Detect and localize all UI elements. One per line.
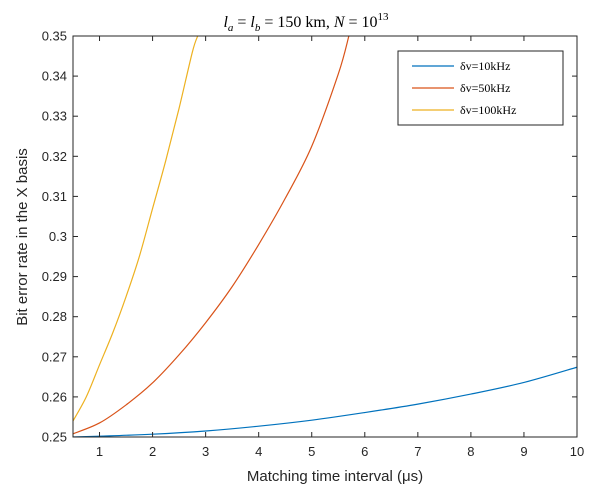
x-tick-label: 9 <box>520 444 527 459</box>
series-line-2 <box>73 36 350 435</box>
x-tick-label: 3 <box>202 444 209 459</box>
legend: δv=10kHz δv=50kHz δv=100kHz <box>397 50 564 126</box>
series-layer <box>73 36 577 437</box>
ticks-layer: 1 2 3 4 5 6 7 8 9 10 0.25 0.26 0.27 0.28 0.29 0.3 0.31 0.… <box>42 29 585 460</box>
y-tick-label: 0.33 <box>42 109 67 124</box>
x-tick-label: 5 <box>308 444 315 459</box>
x-tick-label: 10 <box>570 444 584 459</box>
y-tick-label: 0.25 <box>42 430 67 445</box>
chart-title: la = lb = 150 km, N = 1013 <box>223 11 389 34</box>
series-line-1 <box>73 366 577 437</box>
y-tick-label: 0.31 <box>42 189 67 204</box>
x-tick-label: 7 <box>414 444 421 459</box>
y-tick-label: 0.34 <box>42 69 67 84</box>
y-tick-label: 0.28 <box>42 309 67 324</box>
y-tick-label: 0.26 <box>42 389 67 404</box>
legend-label: δv=50kHz <box>460 81 510 95</box>
y-tick-label: 0.29 <box>42 269 67 284</box>
y-tick-label: 0.27 <box>42 349 67 364</box>
y-tick-label: 0.35 <box>42 29 67 44</box>
x-tick-label: 4 <box>255 444 262 459</box>
x-tick-label: 1 <box>96 444 103 459</box>
x-axis-label: Matching time interval (μs) <box>247 468 423 485</box>
series-line-3 <box>73 36 199 422</box>
y-axis-label: Bit error rate in the X basis <box>14 148 31 326</box>
y-tick-label: 0.3 <box>49 229 67 244</box>
x-tick-label: 6 <box>361 444 368 459</box>
y-tick-label: 0.32 <box>42 149 67 164</box>
legend-label: δv=100kHz <box>460 103 516 117</box>
x-tick-label: 2 <box>149 444 156 459</box>
x-tick-label: 8 <box>467 444 474 459</box>
legend-label: δv=10kHz <box>460 59 510 73</box>
